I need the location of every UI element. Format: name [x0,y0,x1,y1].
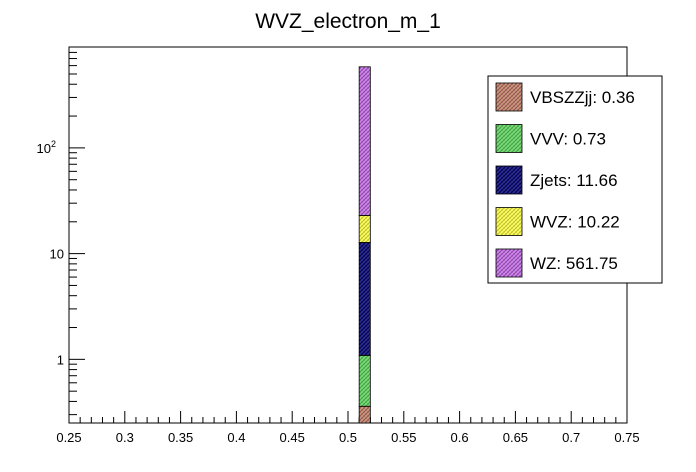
x-tick-label: 0.5 [339,430,357,445]
legend-label: Zjets: 11.66 [530,171,618,190]
bar-wz [358,66,371,216]
legend-label: VVV: 0.73 [530,130,606,149]
x-tick-label: 0.35 [168,430,193,445]
x-tick-label: 0.75 [614,430,639,445]
x-tick-label: 0.25 [56,430,81,445]
bar-wvz [358,215,371,243]
legend-label: WZ: 561.75 [530,254,618,273]
legend-swatch-wz [495,248,523,278]
legend-swatch-wvz [495,207,523,236]
bar-zjets [358,242,371,356]
x-tick-label: 0.45 [280,430,305,445]
x-tick-label: 0.6 [451,430,469,445]
legend: VBSZZjj: 0.36 VVV: 0.73 Zjets: 11.66 WVZ: 1… [487,75,663,284]
x-tick-label: 0.7 [562,430,580,445]
x-tick-label: 0.55 [391,430,416,445]
legend-swatch-vbszzjj [495,82,523,112]
y-tick-exponent: 2 [51,139,56,149]
legend-label: WVZ: 10.22 [530,213,620,232]
legend-swatch-vvv [495,124,523,153]
legend-swatch-zjets [495,165,523,195]
x-tick-label: 0.4 [227,430,245,445]
y-tick-label: 102 [37,139,56,156]
x-tick-label: 0.65 [503,430,528,445]
chart-title: WVZ_electron_m_1 [255,10,441,33]
bar-vbszzjj [358,405,371,424]
x-tick-label: 0.3 [116,430,134,445]
bar-stack [358,66,371,424]
y-tick-label: 1 [57,352,64,367]
y-tick-label: 10 [50,247,64,262]
bar-vvv [358,354,371,407]
legend-label: VBSZZjj: 0.36 [530,88,635,107]
